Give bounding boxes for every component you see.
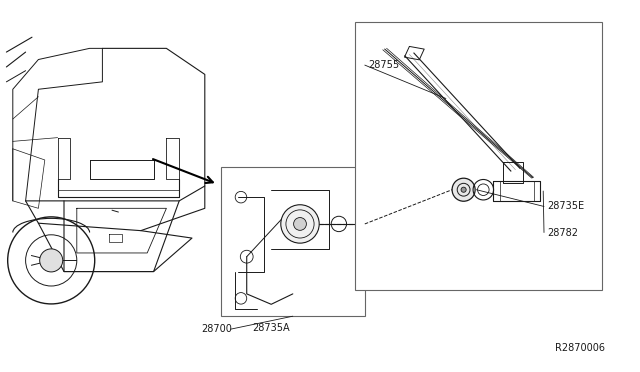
- Circle shape: [40, 249, 63, 272]
- Text: 28700: 28700: [202, 324, 232, 334]
- Text: 28735E: 28735E: [547, 202, 584, 211]
- Text: 28735A: 28735A: [252, 323, 290, 333]
- Text: 28755: 28755: [368, 60, 399, 70]
- Text: 28782: 28782: [547, 228, 578, 237]
- Bar: [355, 22, 602, 290]
- Polygon shape: [493, 181, 540, 201]
- Circle shape: [281, 205, 319, 243]
- Circle shape: [452, 178, 475, 201]
- Circle shape: [461, 187, 466, 192]
- Circle shape: [294, 218, 307, 230]
- Text: R2870006: R2870006: [555, 343, 605, 353]
- Bar: [221, 167, 365, 316]
